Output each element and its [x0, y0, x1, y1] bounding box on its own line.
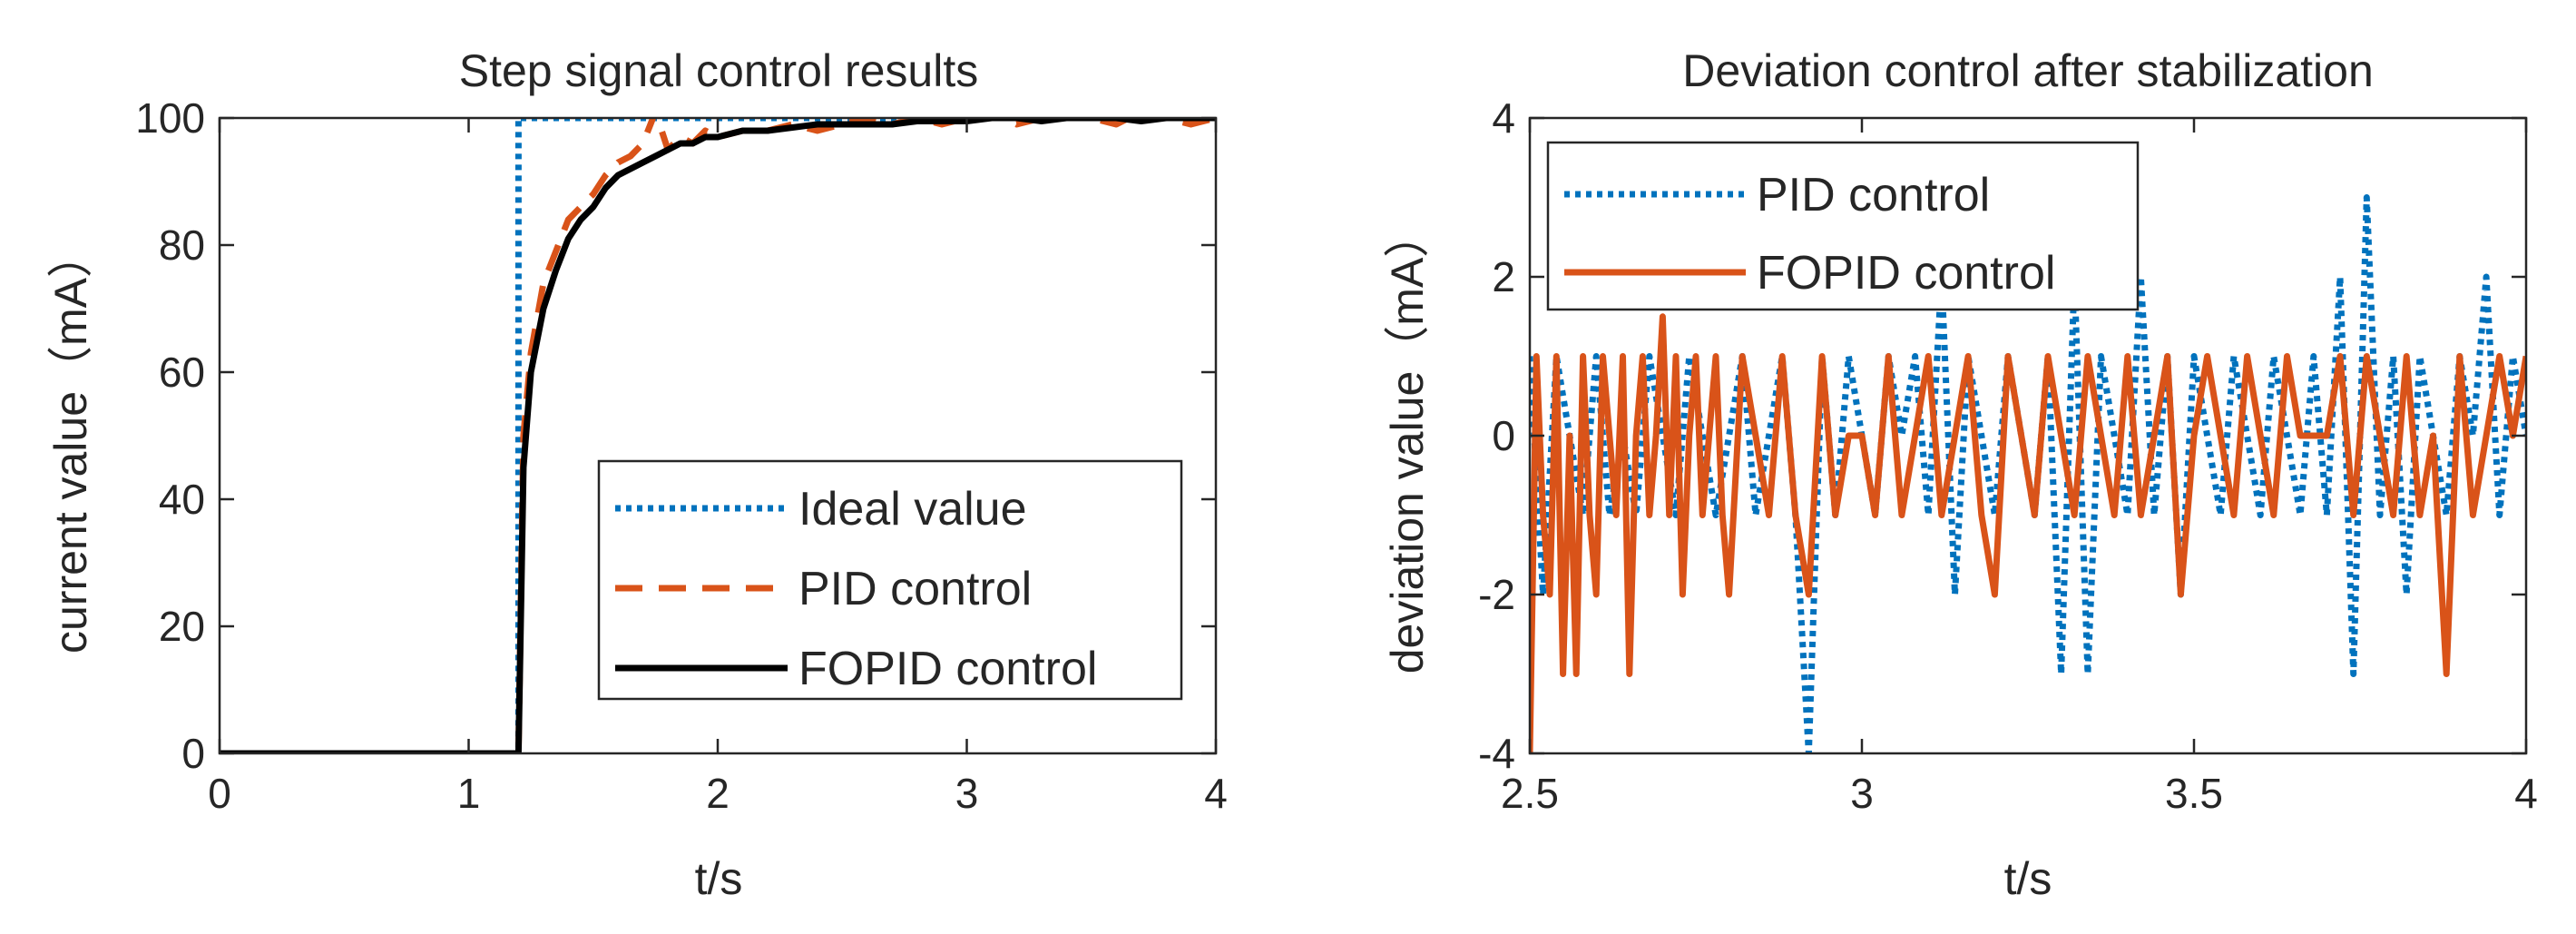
chart-title-left: Step signal control results [459, 45, 979, 96]
y-tick-label: -2 [1478, 571, 1515, 618]
x-tick-label: 1 [457, 770, 481, 817]
chart-panel-left: Step signal control results 0 1 2 3 40204060… [45, 45, 1228, 904]
x-axis-label-left: t/s [695, 853, 743, 904]
legend-label: FOPID control [798, 643, 1097, 695]
x-tick-label: 3 [1850, 770, 1874, 817]
y-tick-label: 2 [1492, 253, 1515, 300]
legend-label: PID control [1757, 169, 1990, 221]
y-axis-label-left: current value（mA） [45, 232, 96, 654]
y-tick-label: 100 [135, 94, 205, 142]
x-axis-label-right: t/s [2004, 853, 2052, 904]
x-tick-label: 3 [955, 770, 979, 817]
chart-title-right: Deviation control after stabilization [1682, 45, 2374, 96]
y-tick-label: 0 [181, 730, 205, 777]
legend-box [1546, 141, 2140, 311]
y-axis-label-right: deviation value（mA） [1382, 212, 1433, 674]
y-tick-label: -4 [1478, 730, 1515, 777]
y-tick-label: 40 [159, 476, 205, 523]
series-line-fopid-control [1530, 313, 2526, 753]
y-tick-label: 0 [1492, 412, 1515, 459]
series-group [1530, 194, 2526, 753]
legend-label: PID control [798, 563, 1032, 615]
x-tick-label: 3.5 [2165, 770, 2223, 817]
x-tick-label: 0 [208, 770, 231, 817]
legend-box [597, 459, 1183, 701]
legend-label: FOPID control [1757, 247, 2055, 300]
chart-panel-right: Deviation control after stabilization 2.… [1382, 45, 2538, 904]
legend-label: Ideal value [798, 483, 1027, 536]
y-tick-label: 20 [159, 603, 205, 650]
plot-area-right: 2.5 3 3.5 4 -4 -2 0 2 4 PID control FOPID control [1478, 94, 2538, 817]
y-tick-label: 80 [159, 221, 205, 269]
y-tick-label: 60 [159, 349, 205, 396]
x-tick-label: 2.5 [1501, 770, 1559, 817]
legend: Ideal value PID control FOPID control [597, 459, 1183, 701]
y-tick-label: 4 [1492, 94, 1515, 142]
legend: PID control FOPID control [1546, 141, 2140, 311]
x-tick-label: 2 [706, 770, 730, 817]
x-tick-label: 4 [2514, 770, 2538, 817]
x-tick-label: 4 [1204, 770, 1228, 817]
